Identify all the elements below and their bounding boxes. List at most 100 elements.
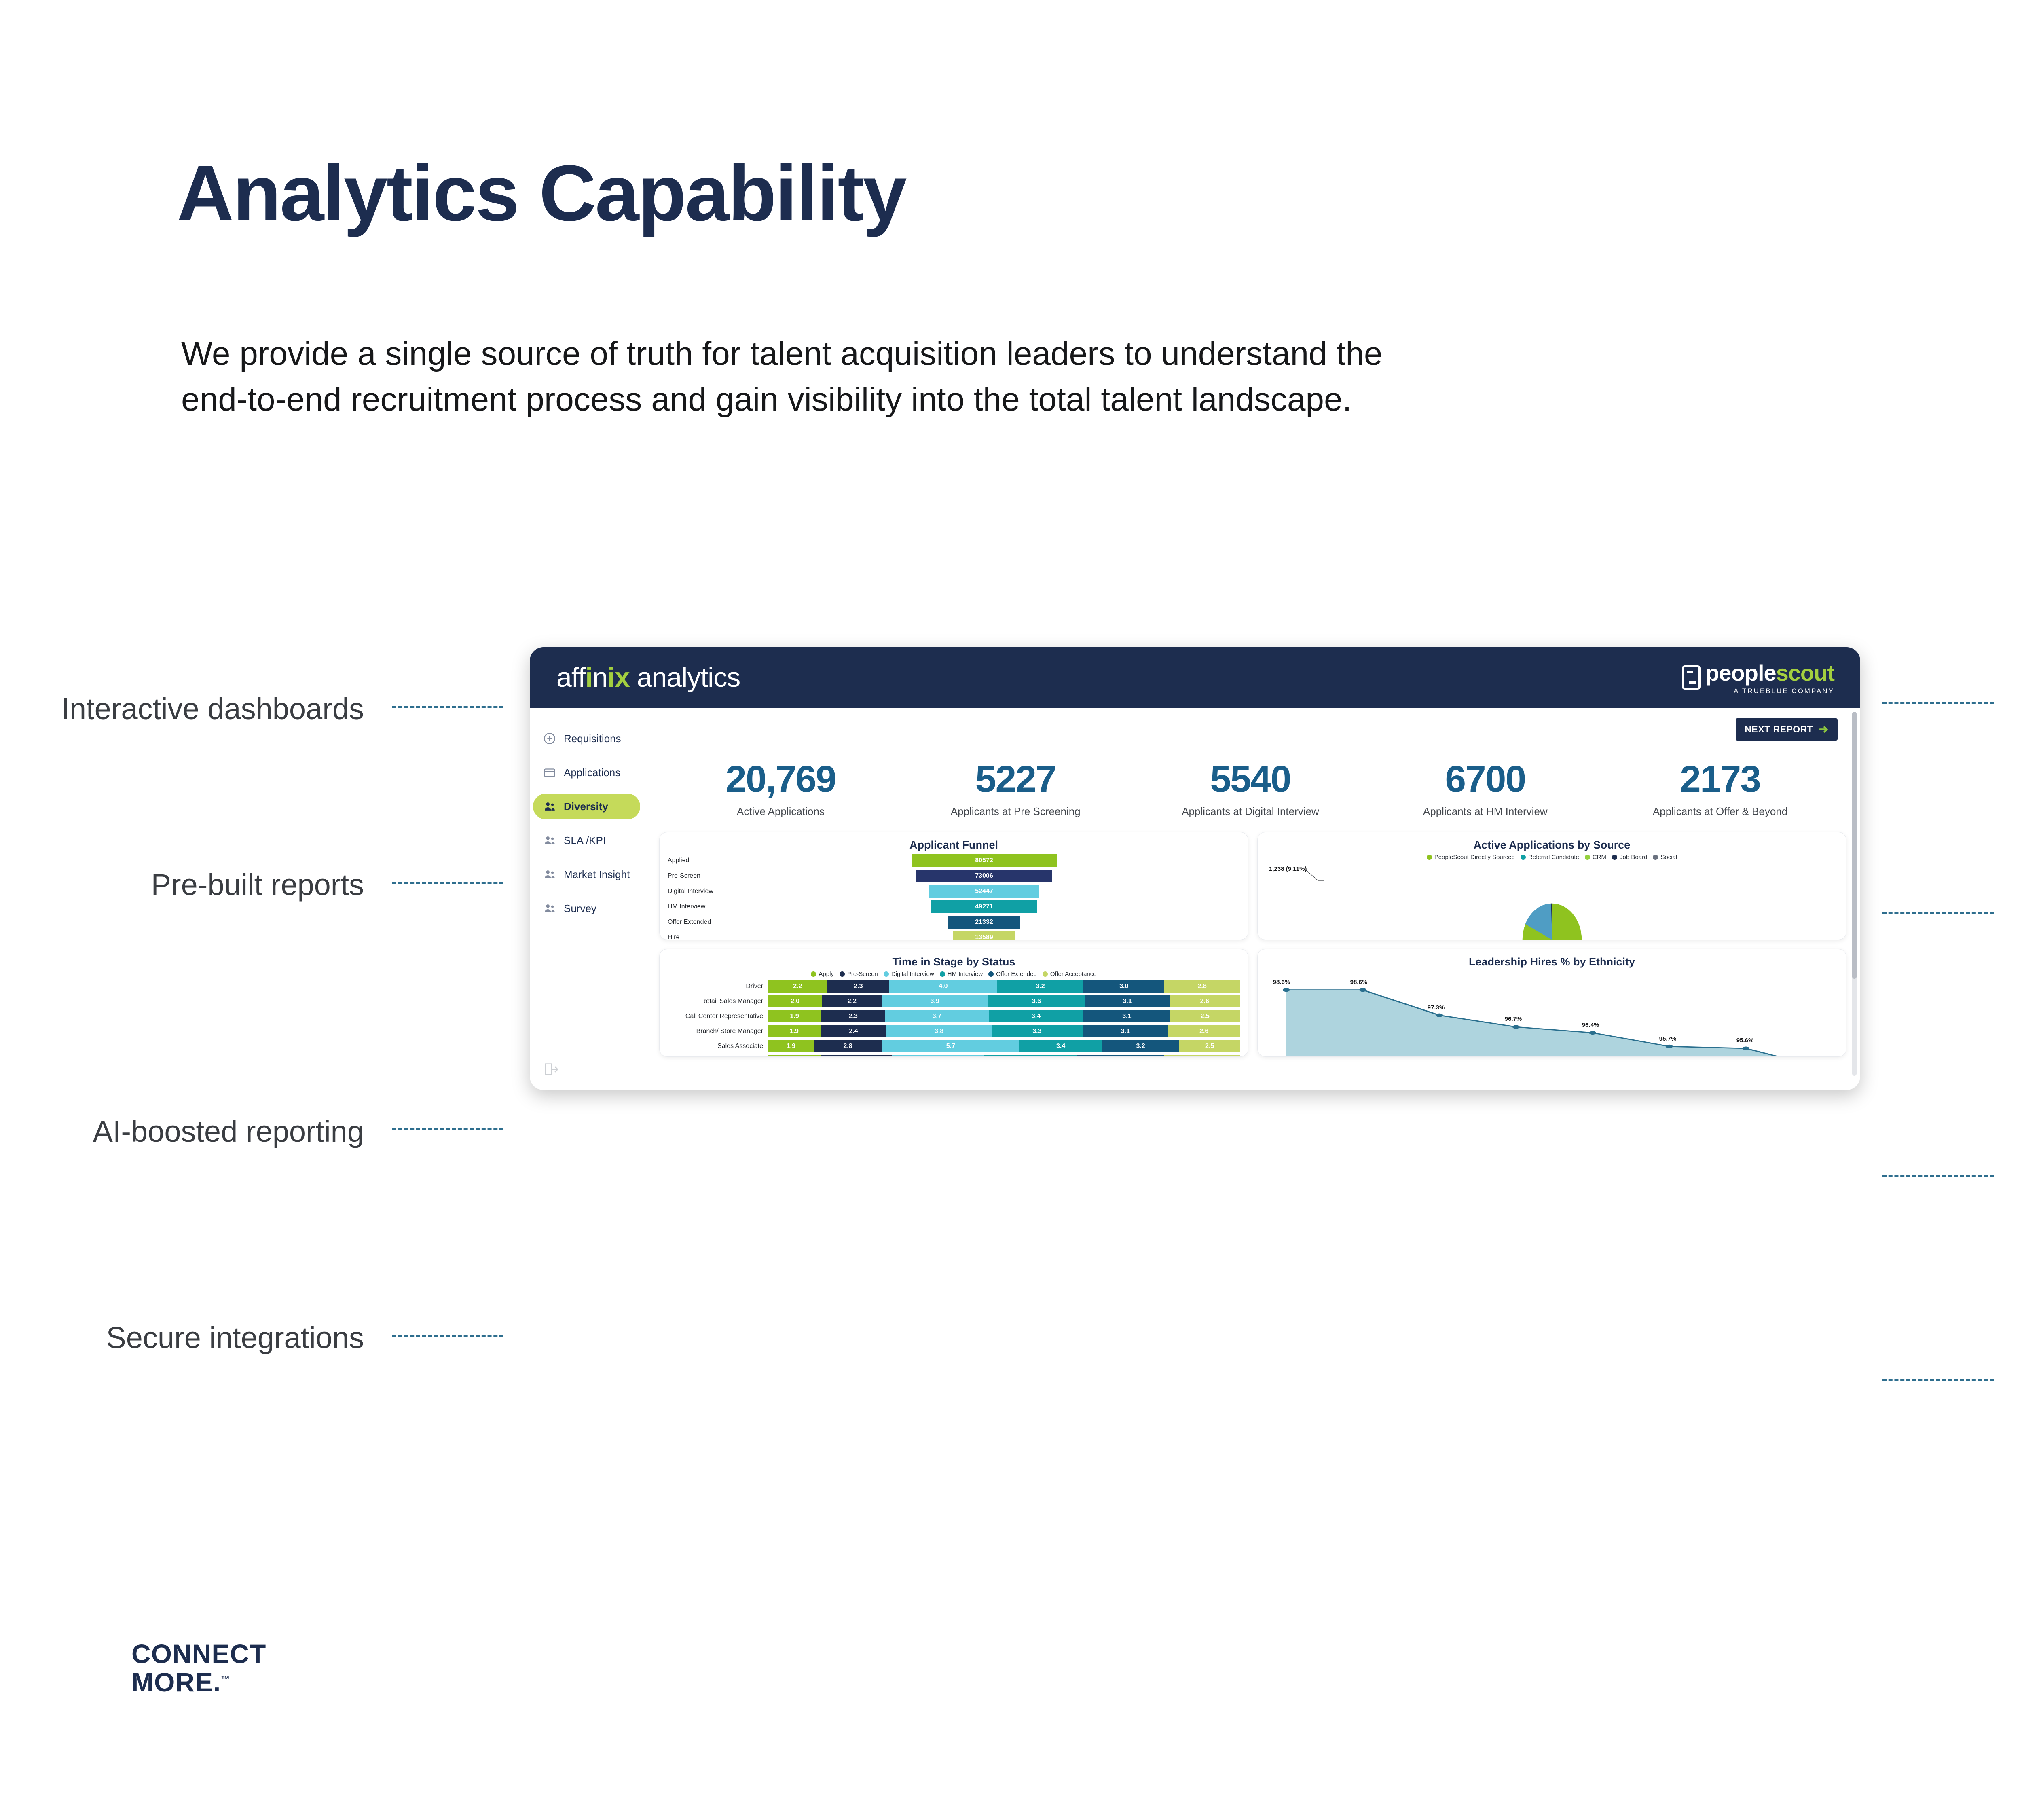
legend-item[interactable]: Job Board xyxy=(1612,854,1647,861)
funnel-bar: 80572 xyxy=(911,854,1057,867)
next-report-label: NEXT REPORT xyxy=(1745,724,1813,734)
stacked-bar-segment: 2.0 xyxy=(768,995,823,1008)
funnel-bar: 73006 xyxy=(916,869,1052,882)
stacked-bar-segment: 2.8 xyxy=(1164,980,1240,993)
callout-leader-line xyxy=(1882,702,1994,704)
dashboard-sidebar: Requisitions Applications Diversity SLA … xyxy=(530,708,647,1090)
sidebar-item-label: SLA /KPI xyxy=(564,834,606,847)
kpi-value: 2173 xyxy=(1680,758,1761,800)
leadership-hires-by-ethnicity-card[interactable]: Leadership Hires % by Ethnicity 98.6% 98.… xyxy=(1257,949,1846,1057)
kpi-row: 20,769 Active Applications 5227 Applican… xyxy=(659,760,1846,818)
legend-label: HM Interview xyxy=(947,971,983,978)
stacked-bar-segment: 3.2 xyxy=(1102,1040,1180,1053)
legend-label: CRM xyxy=(1592,854,1607,861)
chart-title: Applicant Funnel xyxy=(909,839,998,851)
sidebar-item-requisitions[interactable]: Requisitions xyxy=(533,726,640,751)
stacked-bar-segment: 2.5 xyxy=(1170,1010,1240,1023)
stacked-bar-segment: 3.1 xyxy=(1085,995,1170,1008)
stacked-bar-segment: 3.7 xyxy=(885,1010,989,1023)
legend-label: Apply xyxy=(819,971,834,978)
sidebar-item-diversity[interactable]: Diversity xyxy=(533,794,640,819)
sidebar-item-label: Applications xyxy=(564,766,621,779)
legend-item[interactable]: Offer Acceptance xyxy=(1042,971,1097,978)
kpi-value: 5227 xyxy=(975,758,1057,800)
legend-color-dot xyxy=(1426,855,1432,860)
area-chart-svg xyxy=(1282,988,1780,1057)
kpi-label: Applicants at Offer & Beyond xyxy=(1652,805,1788,817)
stacked-bar-segment: 5.7 xyxy=(882,1040,1020,1053)
stacked-bar-segment: 1.9 xyxy=(768,1010,821,1023)
callout-leader-line xyxy=(392,706,503,708)
chart-legend: Apply Pre-Screen Digital Interview HM Inter… xyxy=(668,971,1240,978)
stacked-bar-segment: 3.4 xyxy=(988,1010,1084,1023)
kpi-label: Applicants at Pre Screening xyxy=(950,805,1081,817)
sidebar-item-market-insight[interactable]: Market Insight xyxy=(533,861,640,887)
trademark-symbol: ™ xyxy=(221,1674,231,1684)
stacked-bar-segment: 2.2 xyxy=(768,980,827,993)
people-icon xyxy=(544,870,555,878)
callout-interactive-dashboards: Interactive dashboards xyxy=(61,692,364,726)
dashboard-topbar: affinix analytics peoplescout A TRUEBLUE… xyxy=(530,647,1860,708)
legend-label: Referral Candidate xyxy=(1528,854,1579,861)
folder-icon xyxy=(544,768,555,777)
legend-color-dot xyxy=(1042,971,1048,977)
peoplescout-tagline: A TRUEBLUE COMPANY xyxy=(1734,687,1834,695)
funnel-stage-label: Digital Interview xyxy=(668,887,713,895)
connect-more-line1: CONNECT xyxy=(131,1639,266,1669)
dashboard-screenshot[interactable]: affinix analytics peoplescout A TRUEBLUE… xyxy=(530,647,1860,1090)
funnel-stage-label: HM Interview xyxy=(668,903,706,910)
legend-item[interactable]: Pre-Screen xyxy=(839,971,878,978)
legend-color-dot xyxy=(883,971,889,977)
stacked-bar-segment: 3.1 xyxy=(1077,1055,1164,1057)
applicant-funnel-card[interactable]: Applicant Funnel Applied 80572 Pre-Screen 7… xyxy=(659,832,1248,940)
legend-item[interactable]: Digital Interview xyxy=(883,971,934,978)
time-in-stage-by-status-card[interactable]: Time in Stage by Status Apply Pre-Screen D… xyxy=(659,949,1248,1057)
area-chart-point-label: 96.4% xyxy=(1582,1021,1599,1029)
legend-item[interactable]: CRM xyxy=(1584,854,1607,861)
legend-item[interactable]: HM Interview xyxy=(939,971,983,978)
stacked-bar-row-label: Branch/ Store Manager xyxy=(696,1027,763,1035)
kpi-offer-beyond: 2173 Applicants at Offer & Beyond xyxy=(1603,760,1838,818)
legend-item[interactable]: Referral Candidate xyxy=(1520,854,1579,861)
stacked-bar-segment: 3.1 xyxy=(1083,1010,1170,1023)
scrollbar-thumb[interactable] xyxy=(1852,712,1857,979)
legend-item[interactable]: PeopleScout Directly Sourced xyxy=(1426,854,1515,861)
area-chart-point-label: 96.7% xyxy=(1504,1016,1522,1023)
legend-color-dot xyxy=(839,971,845,977)
stacked-bar-row-label: Driver xyxy=(746,982,763,990)
legend-item[interactable]: Apply xyxy=(811,971,834,978)
logout-icon[interactable] xyxy=(544,1062,560,1076)
sidebar-item-applications[interactable]: Applications xyxy=(533,760,640,785)
callout-ai-boosted-reporting: AI-boosted reporting xyxy=(93,1115,364,1148)
chart-legend: PeopleScout Directly Sourced Referral Can… xyxy=(1266,854,1838,861)
peoplescout-wordmark: peoplescout xyxy=(1705,660,1835,686)
kpi-value: 5540 xyxy=(1210,758,1292,800)
callout-leader-line xyxy=(1882,1175,1994,1177)
table-row: Sales Associate 1.9 2.8 5.7 3.4 3.2 2.5 xyxy=(668,1040,1240,1053)
stacked-bar-segment: 3.3 xyxy=(891,1055,984,1057)
connect-more-line2: MORE. xyxy=(131,1667,221,1697)
next-report-button[interactable]: NEXT REPORT ➜ xyxy=(1736,718,1838,741)
area-chart: 98.6%98.6%97.3%96.7%96.4%95.7%95.6%94.6%… xyxy=(1266,971,1838,1057)
funnel-stage-label: Offer Extended xyxy=(668,918,711,925)
funnel-row: Pre-Screen 73006 xyxy=(668,869,1240,882)
sidebar-item-label: Survey xyxy=(564,902,596,914)
sidebar-item-survey[interactable]: Survey xyxy=(533,895,640,921)
sidebar-item-sla-kpi[interactable]: SLA /KPI xyxy=(533,827,640,853)
dashboard-scrollbar[interactable] xyxy=(1852,712,1857,1076)
stacked-bar-segment: 2.8 xyxy=(814,1040,882,1053)
stacked-bar-segment: 4.0 xyxy=(889,980,997,993)
legend-item[interactable]: Offer Extended xyxy=(988,971,1037,978)
chart-title: Time in Stage by Status xyxy=(892,956,1015,968)
legend-label: Offer Acceptance xyxy=(1050,971,1097,978)
chart-title: Leadership Hires % by Ethnicity xyxy=(1468,956,1635,968)
legend-item[interactable]: Social xyxy=(1653,854,1677,861)
active-applications-by-source-card[interactable]: Active Applications by Source PeopleScou… xyxy=(1257,832,1846,940)
area-chart-point-label: 98.6% xyxy=(1350,978,1368,986)
kpi-active-applications: 20,769 Active Applications xyxy=(663,760,898,818)
funnel-chart: Applied 80572 Pre-Screen 73006 Digital Inter… xyxy=(668,854,1240,940)
stacked-bar-segment: 3.3 xyxy=(984,1055,1077,1057)
stacked-bar-segment: 1.9 xyxy=(768,1025,821,1038)
legend-label: Social xyxy=(1660,854,1677,861)
stacked-bar-segment: 2.3 xyxy=(827,980,890,993)
